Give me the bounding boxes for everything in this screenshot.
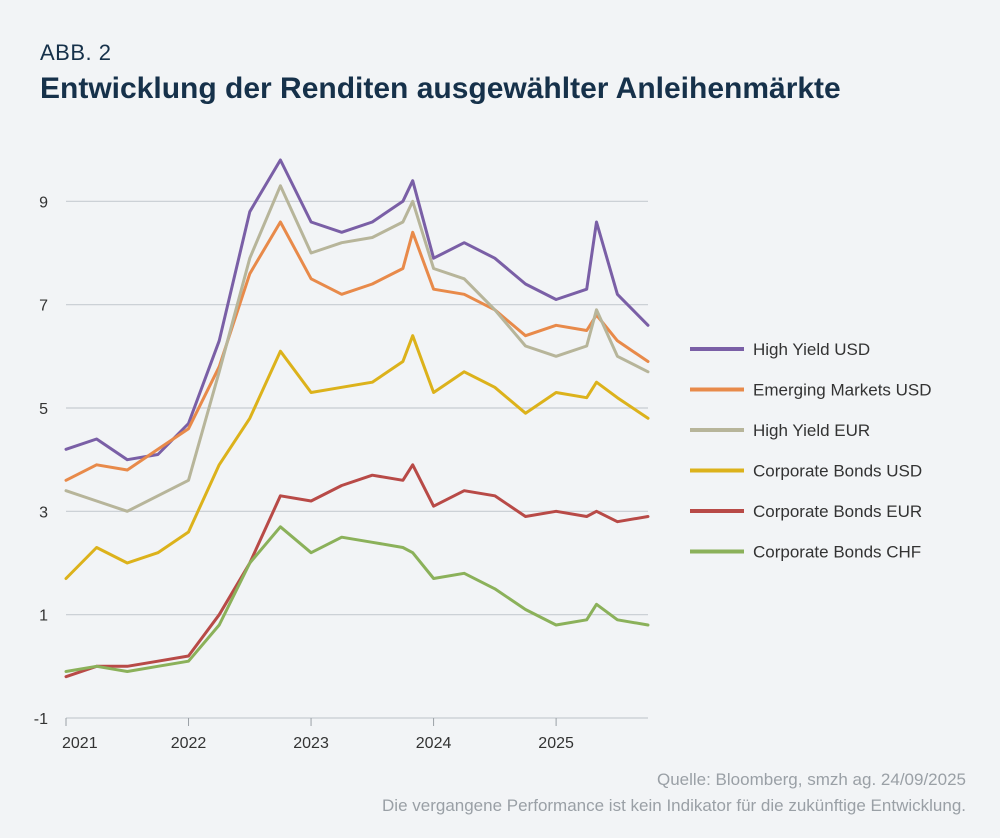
x-tick-label: 2022 [171,735,207,752]
y-tick-label: 7 [39,298,48,315]
grid-lines [66,200,648,719]
legend: High Yield USD Emerging Markets USD High Y… [690,340,932,562]
source-note: Quelle: Bloomberg, smzh ag. 24/09/2025 [656,770,966,789]
legend-label: Corporate Bonds EUR [753,502,922,521]
legend-label: Corporate Bonds USD [753,462,922,481]
series-line-corporate-bonds-usd [64,334,650,580]
chart-title: Entwicklung der Renditen ausgewählter An… [40,72,841,105]
disclaimer-note: Die vergangene Performance ist kein Indi… [382,796,966,815]
x-tick-label: 2025 [538,735,574,752]
series-line-high-yield-usd [64,158,650,462]
legend-label: High Yield USD [753,340,870,359]
x-tick-label: 2024 [416,735,452,752]
figure-number: ABB. 2 [40,40,112,65]
y-tick-label: 5 [39,401,48,418]
series-line-emerging-markets-usd [64,220,650,482]
series-lines [64,158,650,679]
x-tick-label: 2021 [62,735,98,752]
y-tick-label: -1 [34,711,48,728]
series-line-corporate-bonds-eur [64,463,650,679]
series-line-corporate-bonds-chf [64,525,650,673]
series-line-high-yield-eur [64,184,650,513]
legend-label: Corporate Bonds CHF [753,543,921,562]
y-tick-label: 9 [39,194,48,211]
legend-label: High Yield EUR [753,421,870,440]
x-tick-label: 2023 [293,735,329,752]
axis-ticks: -1 1 3 5 7 9 2021 2022 2023 2024 2025 [34,194,574,752]
y-tick-label: 1 [39,608,48,625]
legend-label: Emerging Markets USD [753,381,932,400]
y-tick-label: 3 [39,504,48,521]
